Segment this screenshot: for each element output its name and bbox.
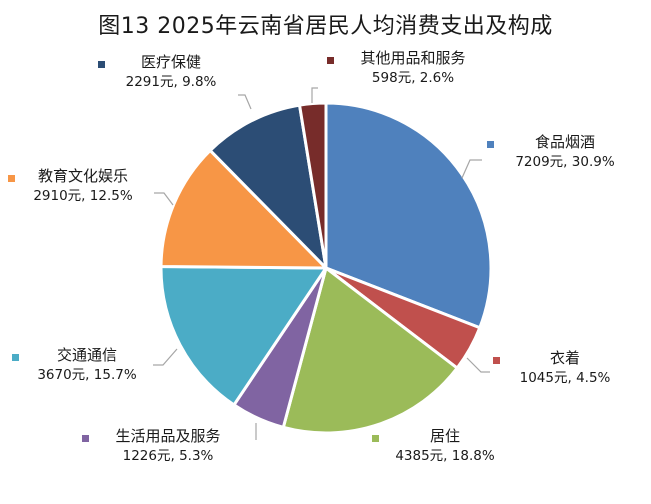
leader-line-medical [238,94,252,110]
leader-lines [153,87,490,440]
label-value: 2910元, 12.5% [33,188,133,204]
data-label-food: 食品烟酒 7209元, 30.9% [500,132,630,172]
pie-slice-medical [208,103,328,270]
leader-line-clothing [466,357,490,373]
pie-slice-food [324,101,493,330]
label-name: 居住 [429,427,460,445]
legend-swatch-medical [98,61,105,68]
label-name: 衣着 [549,349,580,367]
data-label-daily-goods: 生活用品及服务 1226元, 5.3% [88,426,248,466]
leader-line-transport [153,348,178,366]
data-label-housing: 居住 4385元, 18.8% [380,426,510,466]
label-value: 598元, 2.6% [371,70,455,86]
data-label-education: 教育文化娱乐 2910元, 12.5% [18,166,148,206]
data-label-clothing: 衣着 1045元, 4.5% [500,348,630,388]
label-name: 交通通信 [56,346,117,364]
legend-swatch-daily-goods [82,435,89,442]
data-label-transport: 交通通信 3670元, 15.7% [22,345,152,385]
legend-swatch-transport [12,354,19,361]
legend-swatch-education [8,175,15,182]
label-value: 3670元, 15.7% [37,367,137,383]
label-value: 1045元, 4.5% [519,370,611,386]
pie-slices [159,101,493,435]
pie-slice-housing [281,266,459,435]
leader-line-education [154,192,174,206]
label-name: 医疗保健 [140,53,201,71]
pie-slice-transport [159,264,328,407]
chart-title: 图13 2025年云南省居民人均消费支出及构成 [98,14,553,39]
data-label-other: 其他用品和服务 598元, 2.6% [338,48,488,88]
label-value: 1226元, 5.3% [122,448,214,464]
label-value: 2291元, 9.8% [125,74,217,90]
label-name: 生活用品及服务 [115,427,221,445]
legend-swatch-clothing [493,357,500,364]
label-value: 7209元, 30.9% [515,154,615,170]
pie-slice-other [298,101,328,270]
leader-line-other [311,87,318,103]
legend-swatch-housing [372,435,379,442]
pie-slice-education [159,148,328,270]
legend-swatch-other [327,57,334,64]
label-value: 4385元, 18.8% [395,448,495,464]
label-name: 食品烟酒 [534,133,595,151]
label-name: 其他用品和服务 [360,49,466,67]
leader-line-food [461,159,482,179]
data-label-medical: 医疗保健 2291元, 9.8% [108,52,234,92]
label-name: 教育文化娱乐 [37,167,128,185]
legend-swatch-food [487,141,494,148]
